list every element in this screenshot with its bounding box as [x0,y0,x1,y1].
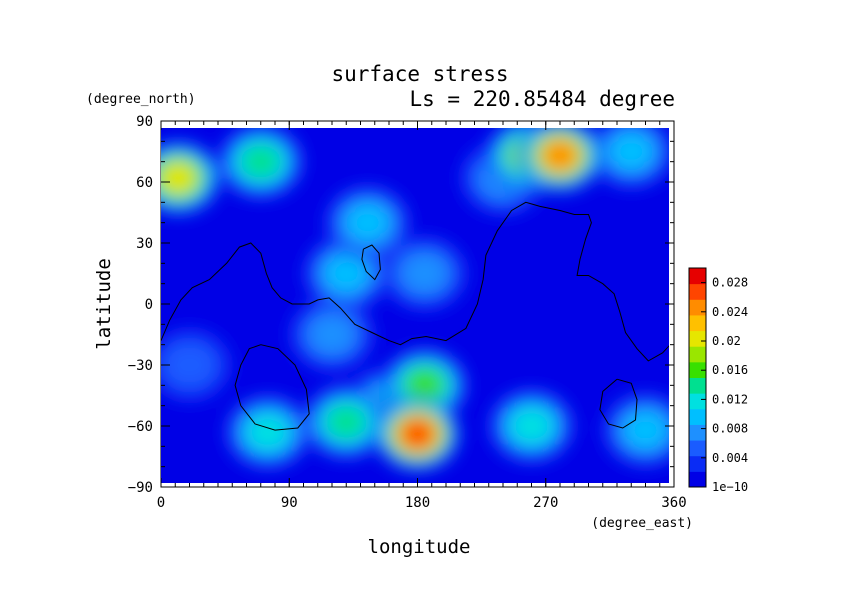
x-tick-label: 180 [405,495,430,511]
field-hotspot [161,340,218,390]
y-tick-label: −60 [128,419,153,435]
field-hotspot [401,419,434,449]
chart-title: surface stress [331,62,508,86]
continent-contours [161,201,669,431]
field-hotspot [406,369,443,402]
field-hotspots [161,128,669,471]
colorbar-segment [689,314,706,332]
y-units-label: (degree_north) [86,92,196,107]
colorbar-segment [689,268,706,285]
y-axis-ticks: 90 60 30 0 −30 −60 −90 [128,114,674,496]
colorbar-tick-label: 0.024 [712,305,748,319]
x-tick-label: 360 [661,495,686,511]
colorbar-tick-label: 0.016 [712,363,748,377]
plot-area: 0 90 180 270 360 90 60 30 0 −30 −60 −90 [128,114,687,511]
y-tick-label: −30 [128,358,153,374]
x-tick-label: 270 [533,495,558,511]
colorbar-segment [689,283,706,300]
colorbar-tick-label: 0.02 [712,334,741,348]
x-units-label: (degree_east) [591,516,693,531]
y-tick-label: 60 [136,175,153,191]
colorbar-segment [689,346,706,363]
colorbar-tick-label: 0.004 [712,451,748,465]
colorbar-tick-label: 0.012 [712,392,748,406]
colorbar-segment [689,424,706,441]
field-hotspot [325,255,368,292]
field-hotspot [327,405,365,439]
colorbar-segment [689,299,706,316]
colorbar-segment [689,330,706,347]
colorbar-segment [689,455,706,472]
contour-line [599,378,638,429]
colorbar-tick-label: 0.008 [712,422,748,436]
colorbar-segment [689,471,706,488]
stress-field [161,128,669,483]
y-tick-label: 30 [136,236,153,252]
y-axis-label: latitude [93,258,115,350]
colorbar-frame [688,267,707,488]
colorbar-tick-label: 1e−10 [712,480,748,494]
field-hotspot [543,141,577,170]
colorbar-segment [689,377,706,394]
field-hotspot [161,163,196,193]
field-hotspot [346,204,389,241]
colorbar-segment [689,393,706,410]
field-hotspot [242,145,280,178]
field-hotspot [308,314,356,355]
contour-line [361,244,381,281]
field-hotspot [248,415,288,450]
y-tick-label: −90 [128,480,153,496]
field-hotspot [511,408,552,444]
colorbar-segment [689,440,706,457]
field-hotspot [401,253,449,294]
colorbar: 1e−10 0.004 0.008 0.012 0.016 0.02 0.024 0.028 [688,267,748,494]
contour-line [234,344,310,431]
x-tick-label: 90 [281,495,298,511]
x-tick-label: 0 [157,495,165,511]
y-tick-label: 0 [145,297,153,313]
colorbar-segment [689,408,706,425]
field-hotspot [610,133,653,170]
colorbar-segment [689,361,706,378]
x-axis-ticks: 0 90 180 270 360 [157,121,687,511]
field-hotspot [624,411,667,449]
x-axis-label: longitude [368,536,471,558]
y-tick-label: 90 [136,114,153,130]
contour-line [161,201,669,362]
colorbar-tick-label: 0.028 [712,276,748,290]
chart-subtitle: Ls = 220.85484 degree [409,87,675,111]
